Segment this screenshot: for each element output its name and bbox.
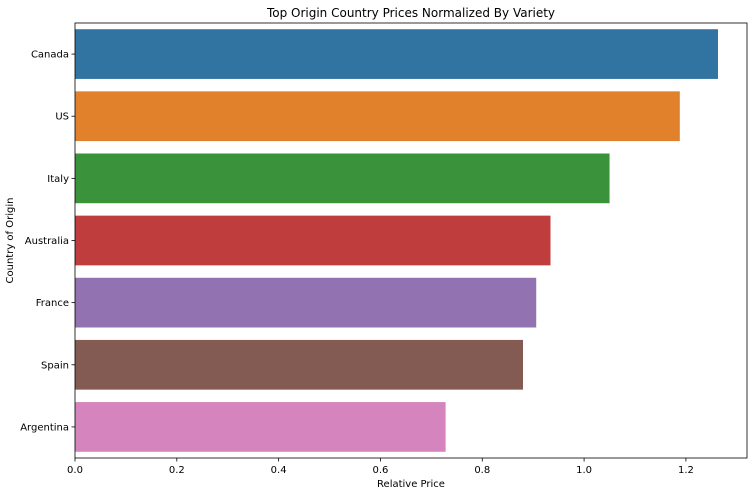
y-axis-label: Country of Origin — [5, 198, 16, 284]
plot-frame — [74, 22, 748, 459]
chart-title: Top Origin Country Prices Normalized By … — [266, 6, 555, 20]
bar-italy — [75, 153, 610, 204]
bars-group — [75, 29, 718, 452]
y-tick-label: France — [36, 298, 69, 309]
bar-australia — [75, 215, 551, 266]
y-tick-label: Italy — [47, 174, 69, 185]
x-axis-ticks: 0.0 0.2 0.4 0.6 0.8 1.0 1.2 — [67, 458, 694, 476]
x-tick-label: 1.0 — [576, 465, 592, 476]
bar-argentina — [75, 402, 446, 452]
x-axis-label: Relative Price — [377, 479, 445, 490]
x-tick-label: 0.6 — [373, 465, 389, 476]
bar-canada — [75, 29, 718, 79]
y-tick-label: US — [55, 112, 69, 123]
bar-us — [75, 91, 680, 142]
y-axis-ticks: Canada US Italy Australia France Spain Argenti… — [20, 50, 75, 433]
x-tick-label: 1.2 — [678, 465, 694, 476]
bar-france — [75, 277, 537, 328]
y-tick-label: Australia — [25, 236, 69, 247]
y-tick-label: Argentina — [20, 422, 69, 433]
x-tick-label: 0.2 — [169, 465, 185, 476]
x-tick-label: 0.8 — [474, 465, 490, 476]
x-tick-label: 0.0 — [67, 465, 83, 476]
y-tick-label: Spain — [41, 360, 69, 371]
x-tick-label: 0.4 — [271, 465, 287, 476]
bar-spain — [75, 339, 523, 390]
y-tick-label: Canada — [31, 50, 69, 61]
